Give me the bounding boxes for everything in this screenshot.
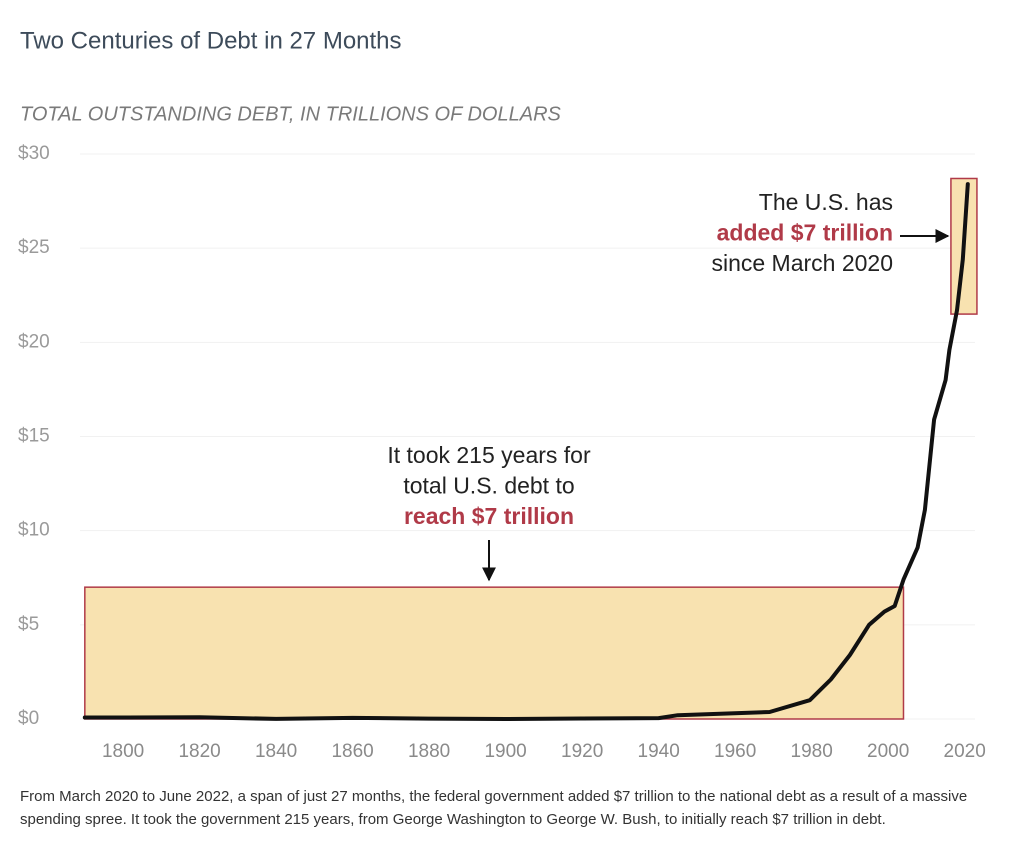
annotation-text: added $7 trillion — [717, 220, 893, 246]
y-tick-label: $15 — [18, 426, 50, 447]
highlight-box — [950, 177, 978, 315]
x-tick-label: 1960 — [714, 741, 756, 762]
annotation-text: since March 2020 — [711, 250, 893, 276]
x-tick-label: 1900 — [484, 741, 526, 762]
x-tick-label: 1880 — [408, 741, 450, 762]
y-tick-label: $0 — [18, 708, 39, 729]
y-tick-label: $25 — [18, 237, 50, 258]
x-tick-label: 1920 — [561, 741, 603, 762]
annotation-text: reach $7 trillion — [404, 503, 574, 529]
x-tick-label: 1840 — [255, 741, 297, 762]
x-tick-label: 1980 — [791, 741, 833, 762]
debt-line — [82, 182, 970, 721]
x-tick-label: 2020 — [944, 741, 986, 762]
chart: Two Centuries of Debt in 27 Months TOTAL… — [18, 27, 986, 762]
y-tick-label: $30 — [18, 143, 50, 164]
y-tick-label: $10 — [18, 520, 50, 541]
x-tick-label: 1820 — [178, 741, 220, 762]
chart-subtitle: TOTAL OUTSTANDING DEBT, IN TRILLIONS OF … — [20, 103, 562, 125]
x-tick-label: 2000 — [867, 741, 909, 762]
highlight-box — [84, 586, 905, 720]
annotation-text: It took 215 years for — [387, 442, 591, 468]
x-tick-label: 1860 — [331, 741, 373, 762]
y-tick-label: $5 — [18, 614, 39, 635]
y-tick-label: $20 — [18, 331, 50, 352]
chart-title: Two Centuries of Debt in 27 Months — [20, 27, 402, 54]
annotation-text: total U.S. debt to — [403, 473, 574, 499]
x-tick-label: 1800 — [102, 741, 144, 762]
annotation-text: The U.S. has — [759, 189, 893, 215]
footnote: From March 2020 to June 2022, a span of … — [20, 788, 968, 828]
x-tick-label: 1940 — [638, 741, 680, 762]
